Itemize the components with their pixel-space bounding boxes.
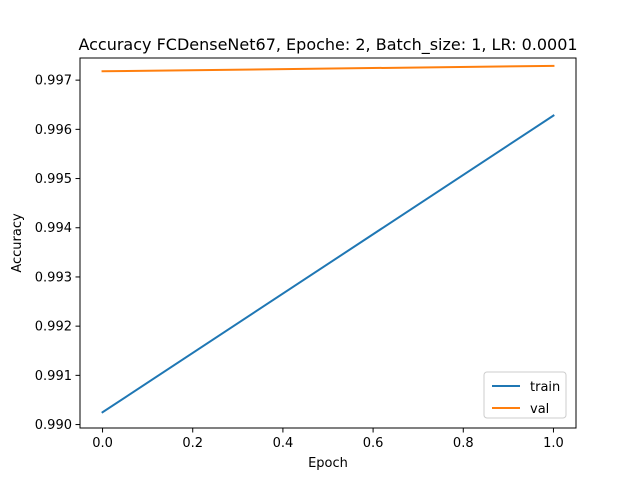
series-line-val <box>101 64 555 73</box>
y-tick-label: 0.990 <box>35 418 72 433</box>
x-axis-title: Epoch <box>308 456 348 471</box>
series-line-train <box>101 114 555 414</box>
x-tick-label: 0.6 <box>363 436 384 451</box>
legend-label-train: train <box>530 380 560 395</box>
x-tick-label: 0.2 <box>182 436 203 451</box>
y-tick-label: 0.996 <box>35 123 72 138</box>
y-tick-label: 0.992 <box>35 320 72 335</box>
x-tick-label: 0.8 <box>453 436 474 451</box>
legend-label-val: val <box>530 402 549 417</box>
x-tick-label: 0.0 <box>92 436 113 451</box>
y-tick-label: 0.995 <box>35 172 72 187</box>
y-tick-label: 0.997 <box>35 74 72 89</box>
y-axis-title: Accuracy <box>10 213 25 273</box>
axes-frame <box>79 57 577 429</box>
x-tick-label: 0.4 <box>273 436 294 451</box>
plot-area: 0.0 0.2 0.4 0.6 0.8 1.0 0.990 0.991 0.992 0.993 0.… <box>35 57 577 451</box>
chart-title: Accuracy FCDenseNet67, Epoche: 2, Batch_… <box>78 35 577 55</box>
x-tick-label: 1.0 <box>543 436 564 451</box>
legend-box <box>483 371 567 419</box>
y-tick-label: 0.993 <box>35 270 72 285</box>
y-tick-label: 0.994 <box>35 221 72 236</box>
y-tick-label: 0.991 <box>35 369 72 384</box>
